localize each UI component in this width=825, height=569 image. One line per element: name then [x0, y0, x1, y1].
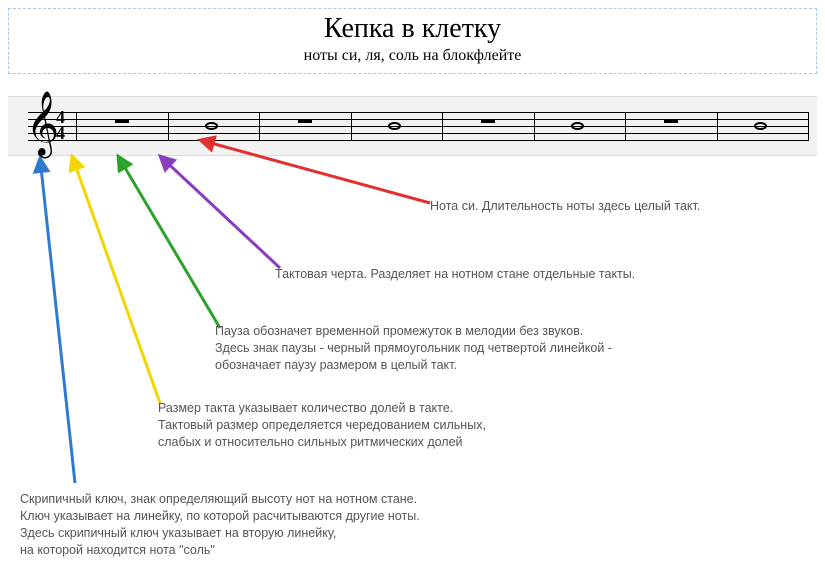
annotation-arrows [0, 8, 825, 569]
annotation-arrow [72, 156, 160, 403]
staff-lines: 𝄞 4 4 [28, 112, 809, 140]
annotation-purple: Тактовая черта. Разделяет на нотном стан… [275, 266, 635, 283]
barline [259, 112, 260, 140]
barline [534, 112, 535, 140]
page-title: Кепка в клетку [9, 13, 816, 45]
annotation-yellow: Размер такта указывает количество долей … [158, 400, 486, 451]
whole-rest [664, 119, 678, 123]
barline [717, 112, 718, 140]
whole-note-b [205, 122, 218, 130]
barline [808, 112, 809, 140]
staff-background: 𝄞 4 4 [8, 96, 817, 156]
annotation-red: Нота си. Длительность ноты здесь целый т… [430, 198, 700, 215]
whole-note-b [571, 122, 584, 130]
staff-container: 1 2 3 41 2 3 41 2 3 4 𝄞 4 4 [8, 96, 817, 156]
barline [625, 112, 626, 140]
whole-rest [481, 119, 495, 123]
time-signature: 4 4 [56, 109, 65, 141]
timesig-bottom: 4 [56, 125, 65, 141]
page-subtitle: ноты си, ля, соль на блокфлейте [9, 47, 816, 65]
barline [442, 112, 443, 140]
treble-clef-icon: 𝄞 [26, 96, 59, 152]
annotation-arrow [118, 156, 220, 328]
header-box: Кепка в клетку ноты си, ля, соль на блок… [8, 8, 817, 74]
annotation-green: Пауза обозначет временной промежуток в м… [215, 323, 612, 374]
annotation-arrow [160, 156, 280, 268]
barline [351, 112, 352, 140]
whole-note-b [754, 122, 767, 130]
annotation-arrow [40, 158, 75, 483]
barline [168, 112, 169, 140]
whole-rest [115, 119, 129, 123]
whole-note-b [388, 122, 401, 130]
whole-rest [298, 119, 312, 123]
annotation-blue: Скрипичный ключ, знак определяющий высот… [20, 491, 420, 559]
